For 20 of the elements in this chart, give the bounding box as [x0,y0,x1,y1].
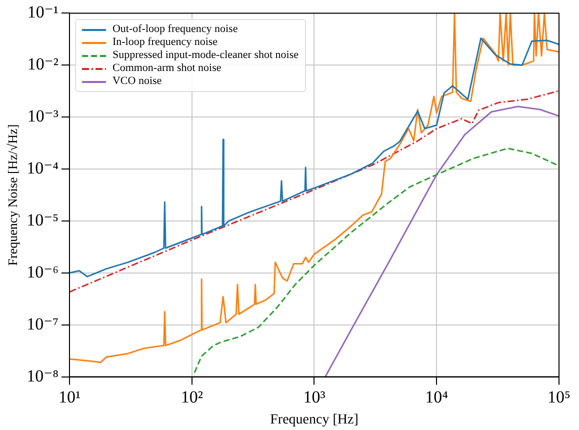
x-axis-title: Frequency [Hz] [270,412,358,428]
legend-label: In-loop frequency noise [112,36,218,50]
x-tick-label: 10⁵ [548,387,571,406]
y-tick-label: 10⁻⁸ [26,366,59,386]
y-axis-title: Frequency Noise [Hz/√Hz] [5,124,20,266]
x-tick-label: 10³ [303,387,326,406]
y-tick-label: 10⁻¹ [27,2,58,22]
y-tick-label: 10⁻⁴ [26,158,59,178]
y-tick-label: 10⁻³ [27,106,58,126]
x-tick-label: 10¹ [58,387,81,406]
y-tick-label: 10⁻⁷ [26,314,59,334]
x-tick-label: 10² [180,387,203,406]
legend-label: VCO noise [112,75,162,88]
y-tick-label: 10⁻² [27,54,58,74]
legend-label: Out-of-loop frequency noise [112,23,238,36]
legend-label: Suppressed input-mode-cleaner shot noise [112,49,299,62]
legend-label: Common-arm shot noise [112,62,222,76]
y-tick-label: 10⁻⁶ [26,262,59,282]
x-tick-label: 10⁴ [425,387,448,406]
y-tick-label: 10⁻⁵ [26,210,59,230]
